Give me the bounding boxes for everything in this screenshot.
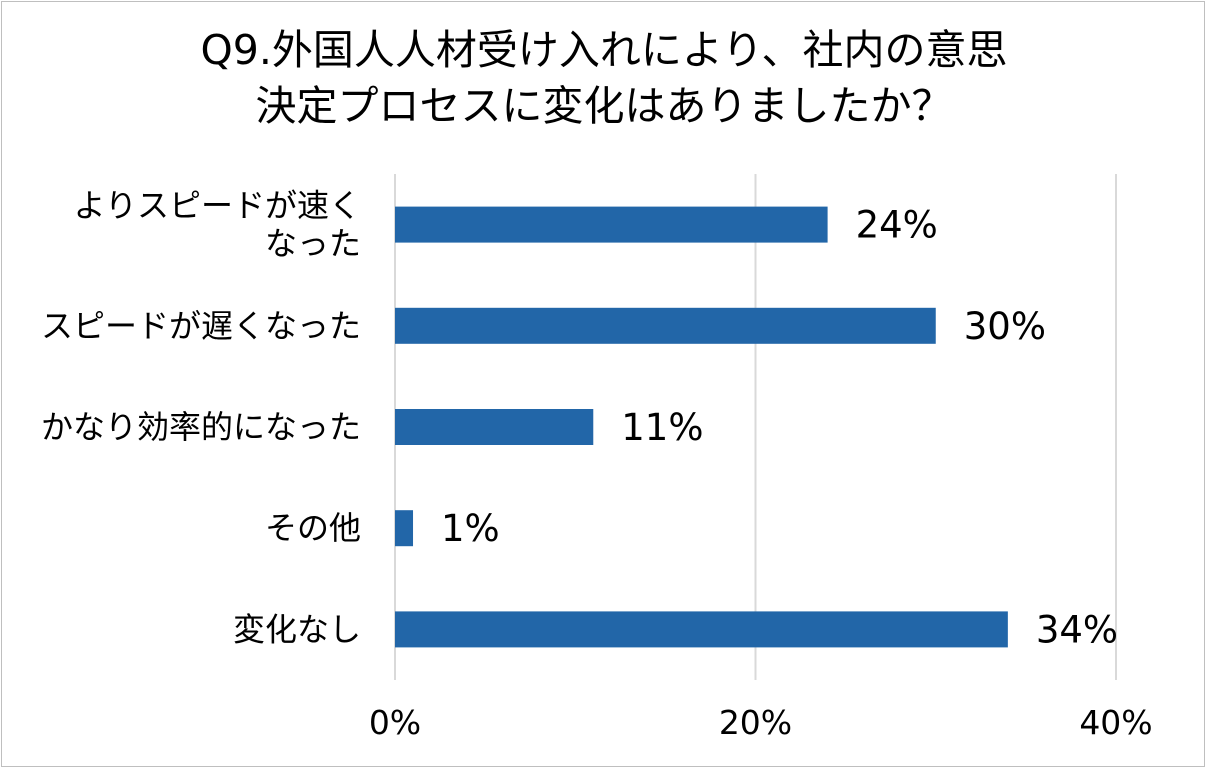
category-label-1: スピードが遅くなった	[41, 307, 361, 345]
category-label-4-line-0: 変化なし	[233, 610, 361, 648]
bar-4	[395, 611, 1008, 648]
chart-title-line-2: 決定プロセスに変化はありましたか？	[255, 82, 953, 130]
category-label-0-line-0: よりスピードが速く	[74, 187, 361, 225]
category-label-2-line-0: かなり効率的になった	[41, 408, 361, 446]
value-label-4: 34%	[1036, 608, 1118, 651]
x-tick-label-0: 0%	[369, 703, 421, 742]
category-label-1-line-0: スピードが遅くなった	[41, 307, 361, 345]
category-label-3: その他	[265, 509, 361, 547]
chart-title: Q9.外国人人材受け入れにより、社内の意思 決定プロセスに変化はありましたか？	[0, 22, 1208, 134]
x-tick-label-1: 20%	[719, 703, 792, 742]
value-label-0: 24%	[856, 204, 938, 247]
value-label-1: 30%	[964, 305, 1046, 348]
bar-2	[395, 409, 594, 445]
value-label-3: 1%	[441, 507, 500, 550]
bar-1	[395, 307, 936, 344]
chart-title-line-1: Q9.外国人人材受け入れにより、社内の意思	[200, 26, 1008, 74]
value-label-2: 11%	[621, 406, 703, 449]
category-label-4: 変化なし	[233, 610, 361, 648]
bar-0	[395, 206, 828, 243]
bar-3	[395, 510, 414, 547]
category-label-2: かなり効率的になった	[41, 408, 361, 446]
x-tick-label-2: 40%	[1079, 703, 1152, 742]
category-label-3-line-0: その他	[265, 509, 361, 547]
category-label-0-line-1: なった	[265, 225, 361, 263]
category-label-0: よりスピードが速くなった	[74, 187, 361, 263]
